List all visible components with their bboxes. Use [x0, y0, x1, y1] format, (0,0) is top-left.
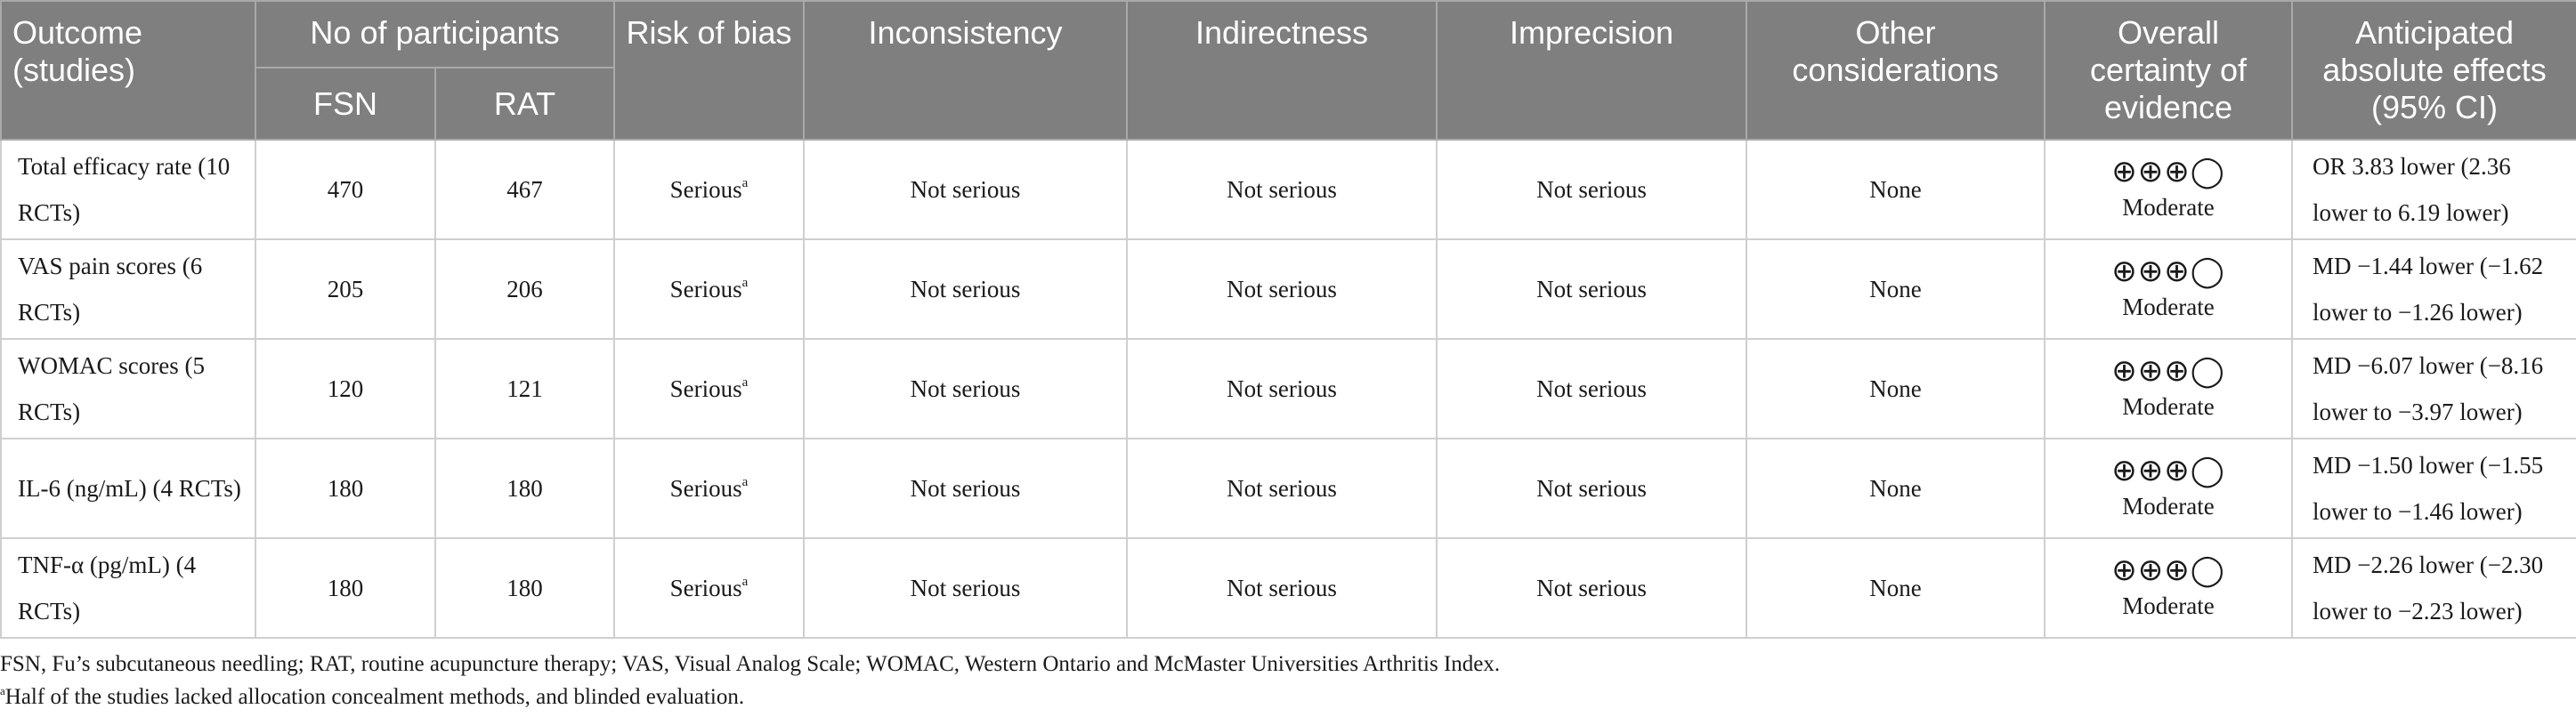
- inconsistency-cell: Not serious: [803, 139, 1128, 240]
- risk-of-bias-text: Serious: [669, 176, 742, 203]
- risk-of-bias-cell: Seriousa: [613, 338, 805, 439]
- header-inconsistency: Inconsistency: [803, 0, 1128, 141]
- table-row: WOMAC scores (5 RCTs) 120 121 Seriousa N…: [0, 338, 2576, 439]
- outcome-cell: VAS pain scores (6 RCTs): [0, 238, 256, 340]
- certainty-symbols: ⊕⊕⊕◯: [2111, 254, 2225, 289]
- header-risk-of-bias: Risk of bias: [613, 0, 805, 141]
- certainty-cell: ⊕⊕⊕◯ Moderate: [2044, 537, 2293, 639]
- footnote-marker: a: [741, 575, 749, 589]
- footnote-marker: a: [741, 375, 749, 390]
- footnote-abbreviations: FSN, Fu’s subcutaneous needling; RAT, ro…: [0, 652, 1501, 676]
- risk-of-bias-text: Serious: [669, 375, 742, 402]
- table-row: VAS pain scores (6 RCTs) 205 206 Serious…: [0, 238, 2576, 340]
- imprecision-cell: Not serious: [1436, 238, 1747, 340]
- table-row: TNF-α (pg/mL) (4 RCTs) 180 180 Seriousa …: [0, 537, 2576, 639]
- outcome-cell: TNF-α (pg/mL) (4 RCTs): [0, 537, 256, 639]
- imprecision-cell: Not serious: [1436, 438, 1747, 539]
- risk-of-bias-text: Serious: [669, 276, 742, 302]
- effect-cell: MD −1.50 lower (−1.55 lower to −1.46 low…: [2291, 438, 2576, 539]
- certainty-symbols: ⊕⊕⊕◯: [2111, 353, 2225, 389]
- header-certainty: Overall certainty of evidence: [2044, 0, 2293, 141]
- risk-of-bias-cell: Seriousa: [613, 438, 805, 539]
- grade-evidence-table: Outcome (studies) No of participants Ris…: [0, 0, 2576, 639]
- rat-count-cell: 121: [434, 338, 615, 439]
- risk-of-bias-text: Serious: [669, 575, 742, 601]
- outcome-cell: IL-6 (ng/mL) (4 RCTs): [0, 438, 256, 539]
- certainty-cell: ⊕⊕⊕◯ Moderate: [2044, 338, 2293, 439]
- footnote-marker: a: [741, 475, 749, 489]
- certainty-label: Moderate: [2122, 393, 2215, 420]
- other-considerations-cell: None: [1746, 238, 2045, 340]
- risk-of-bias-cell: Seriousa: [613, 238, 805, 340]
- header-participants: No of participants: [255, 0, 615, 68]
- inconsistency-cell: Not serious: [803, 438, 1128, 539]
- fsn-count-cell: 180: [255, 537, 436, 639]
- other-considerations-cell: None: [1746, 537, 2045, 639]
- other-considerations-cell: None: [1746, 139, 2045, 240]
- indirectness-cell: Not serious: [1126, 139, 1438, 240]
- effect-cell: MD −2.26 lower (−2.30 lower to −2.23 low…: [2291, 537, 2576, 639]
- risk-of-bias-cell: Seriousa: [613, 139, 805, 240]
- effect-cell: MD −1.44 lower (−1.62 lower to −1.26 low…: [2291, 238, 2576, 340]
- fsn-count-cell: 470: [255, 139, 436, 240]
- certainty-cell: ⊕⊕⊕◯ Moderate: [2044, 438, 2293, 539]
- certainty-symbols: ⊕⊕⊕◯: [2111, 552, 2225, 588]
- table-row: IL-6 (ng/mL) (4 RCTs) 180 180 Seriousa N…: [0, 438, 2576, 539]
- table-body: Total efficacy rate (10 RCTs) 470 467 Se…: [0, 139, 2576, 639]
- rat-count-cell: 206: [434, 238, 615, 340]
- risk-of-bias-text: Serious: [669, 475, 742, 502]
- risk-of-bias-cell: Seriousa: [613, 537, 805, 639]
- indirectness-cell: Not serious: [1126, 338, 1438, 439]
- certainty-label: Moderate: [2122, 194, 2215, 221]
- outcome-cell: Total efficacy rate (10 RCTs): [0, 139, 256, 240]
- imprecision-cell: Not serious: [1436, 537, 1747, 639]
- header-outcome: Outcome (studies): [0, 0, 256, 141]
- header-rat: RAT: [434, 67, 615, 141]
- certainty-symbols: ⊕⊕⊕◯: [2111, 154, 2225, 189]
- footnote-marker: a: [741, 276, 749, 290]
- certainty-cell: ⊕⊕⊕◯ Moderate: [2044, 238, 2293, 340]
- footnote-note: aHalf of the studies lacked allocation c…: [0, 685, 744, 710]
- imprecision-cell: Not serious: [1436, 139, 1747, 240]
- table-header: Outcome (studies) No of participants Ris…: [0, 0, 2576, 141]
- header-other-considerations: Other considerations: [1746, 0, 2045, 141]
- other-considerations-cell: None: [1746, 338, 2045, 439]
- inconsistency-cell: Not serious: [803, 338, 1128, 439]
- indirectness-cell: Not serious: [1126, 238, 1438, 340]
- effect-cell: MD −6.07 lower (−8.16 lower to −3.97 low…: [2291, 338, 2576, 439]
- effect-cell: OR 3.83 lower (2.36 lower to 6.19 lower): [2291, 139, 2576, 240]
- rat-count-cell: 467: [434, 139, 615, 240]
- imprecision-cell: Not serious: [1436, 338, 1747, 439]
- outcome-cell: WOMAC scores (5 RCTs): [0, 338, 256, 439]
- certainty-label: Moderate: [2122, 493, 2215, 520]
- inconsistency-cell: Not serious: [803, 537, 1128, 639]
- footnote-note-text: Half of the studies lacked allocation co…: [4, 685, 745, 709]
- certainty-label: Moderate: [2122, 294, 2215, 320]
- fsn-count-cell: 180: [255, 438, 436, 539]
- certainty-symbols: ⊕⊕⊕◯: [2111, 453, 2225, 488]
- rat-count-cell: 180: [434, 537, 615, 639]
- header-indirectness: Indirectness: [1126, 0, 1438, 141]
- table-row: Total efficacy rate (10 RCTs) 470 467 Se…: [0, 139, 2576, 240]
- grade-evidence-table-container: Outcome (studies) No of participants Ris…: [0, 0, 2576, 639]
- footnote-marker: a: [741, 176, 749, 190]
- header-imprecision: Imprecision: [1436, 0, 1747, 141]
- header-fsn: FSN: [255, 67, 436, 141]
- header-effects: Anticipated absolute effects (95% CI): [2291, 0, 2576, 141]
- other-considerations-cell: None: [1746, 438, 2045, 539]
- inconsistency-cell: Not serious: [803, 238, 1128, 340]
- fsn-count-cell: 120: [255, 338, 436, 439]
- rat-count-cell: 180: [434, 438, 615, 539]
- certainty-cell: ⊕⊕⊕◯ Moderate: [2044, 139, 2293, 240]
- footnote-note-marker: a: [0, 684, 5, 697]
- certainty-label: Moderate: [2122, 592, 2215, 619]
- fsn-count-cell: 205: [255, 238, 436, 340]
- indirectness-cell: Not serious: [1126, 537, 1438, 639]
- indirectness-cell: Not serious: [1126, 438, 1438, 539]
